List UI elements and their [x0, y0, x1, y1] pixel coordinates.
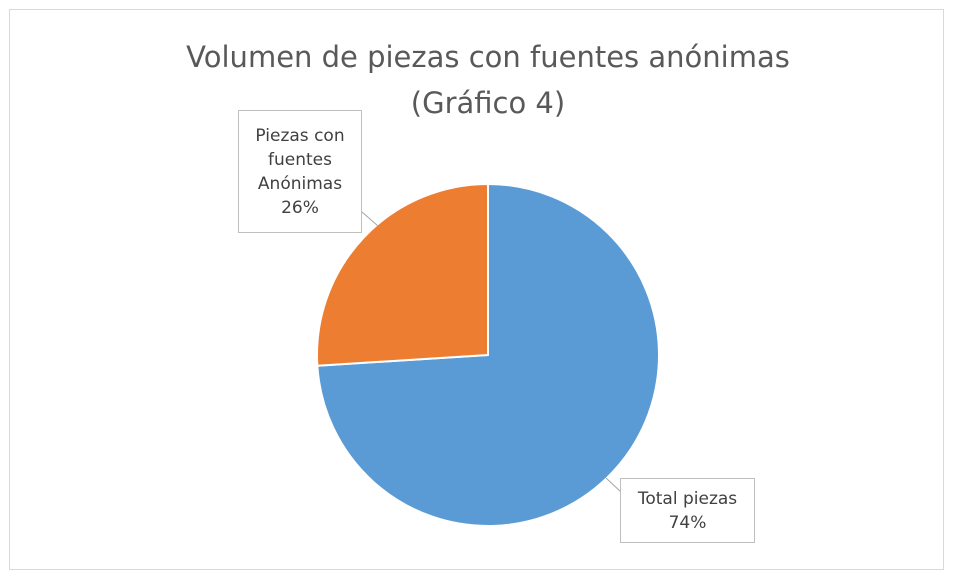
label-category: Piezas con fuentes Anónimas [255, 125, 345, 194]
leader-line [605, 477, 622, 493]
data-label: Piezas con fuentes Anónimas 26% [238, 110, 362, 233]
label-value: 74% [668, 512, 707, 533]
chart-frame [9, 9, 944, 570]
leader-line [361, 211, 379, 227]
chart-title: Volumen de piezas con fuentes anónimas (… [186, 40, 790, 120]
data-label: Total piezas 74% [620, 478, 755, 543]
label-category: Total piezas [637, 488, 738, 509]
pie-slice [316, 183, 489, 367]
label-value: 26% [281, 197, 319, 218]
